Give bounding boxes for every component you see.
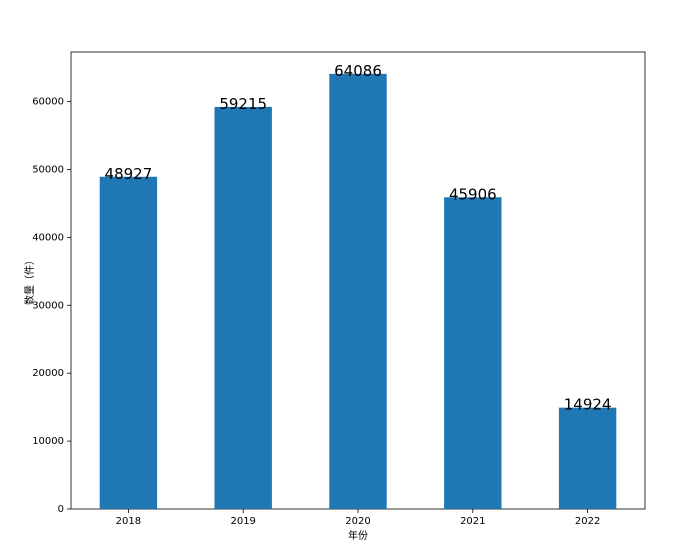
y-tick-label: 40000	[32, 232, 64, 243]
y-tick-label: 20000	[32, 368, 64, 379]
x-tick-label: 2019	[230, 516, 255, 527]
y-tick-label: 60000	[32, 97, 64, 108]
y-tick-label: 30000	[32, 300, 64, 311]
bar	[99, 176, 158, 510]
value-label: 48927	[105, 165, 153, 183]
y-axis-label: 数量（件）	[23, 255, 36, 305]
x-axis-label: 年份	[348, 529, 368, 542]
x-tick-label: 2018	[116, 516, 141, 527]
x-tick-label: 2020	[345, 516, 370, 527]
bar	[214, 106, 272, 509]
x-tick-label: 2022	[575, 516, 600, 527]
x-tick-label: 2021	[460, 516, 485, 527]
y-tick-label: 50000	[32, 164, 64, 175]
bar	[329, 73, 387, 509]
bar	[558, 407, 617, 509]
value-label: 45906	[449, 185, 497, 203]
y-tick-label: 0	[58, 504, 64, 515]
bar	[444, 197, 502, 509]
value-label: 64086	[334, 62, 382, 80]
y-tick-label: 10000	[32, 436, 64, 447]
value-label: 14924	[564, 396, 612, 414]
value-label: 59215	[219, 95, 267, 113]
